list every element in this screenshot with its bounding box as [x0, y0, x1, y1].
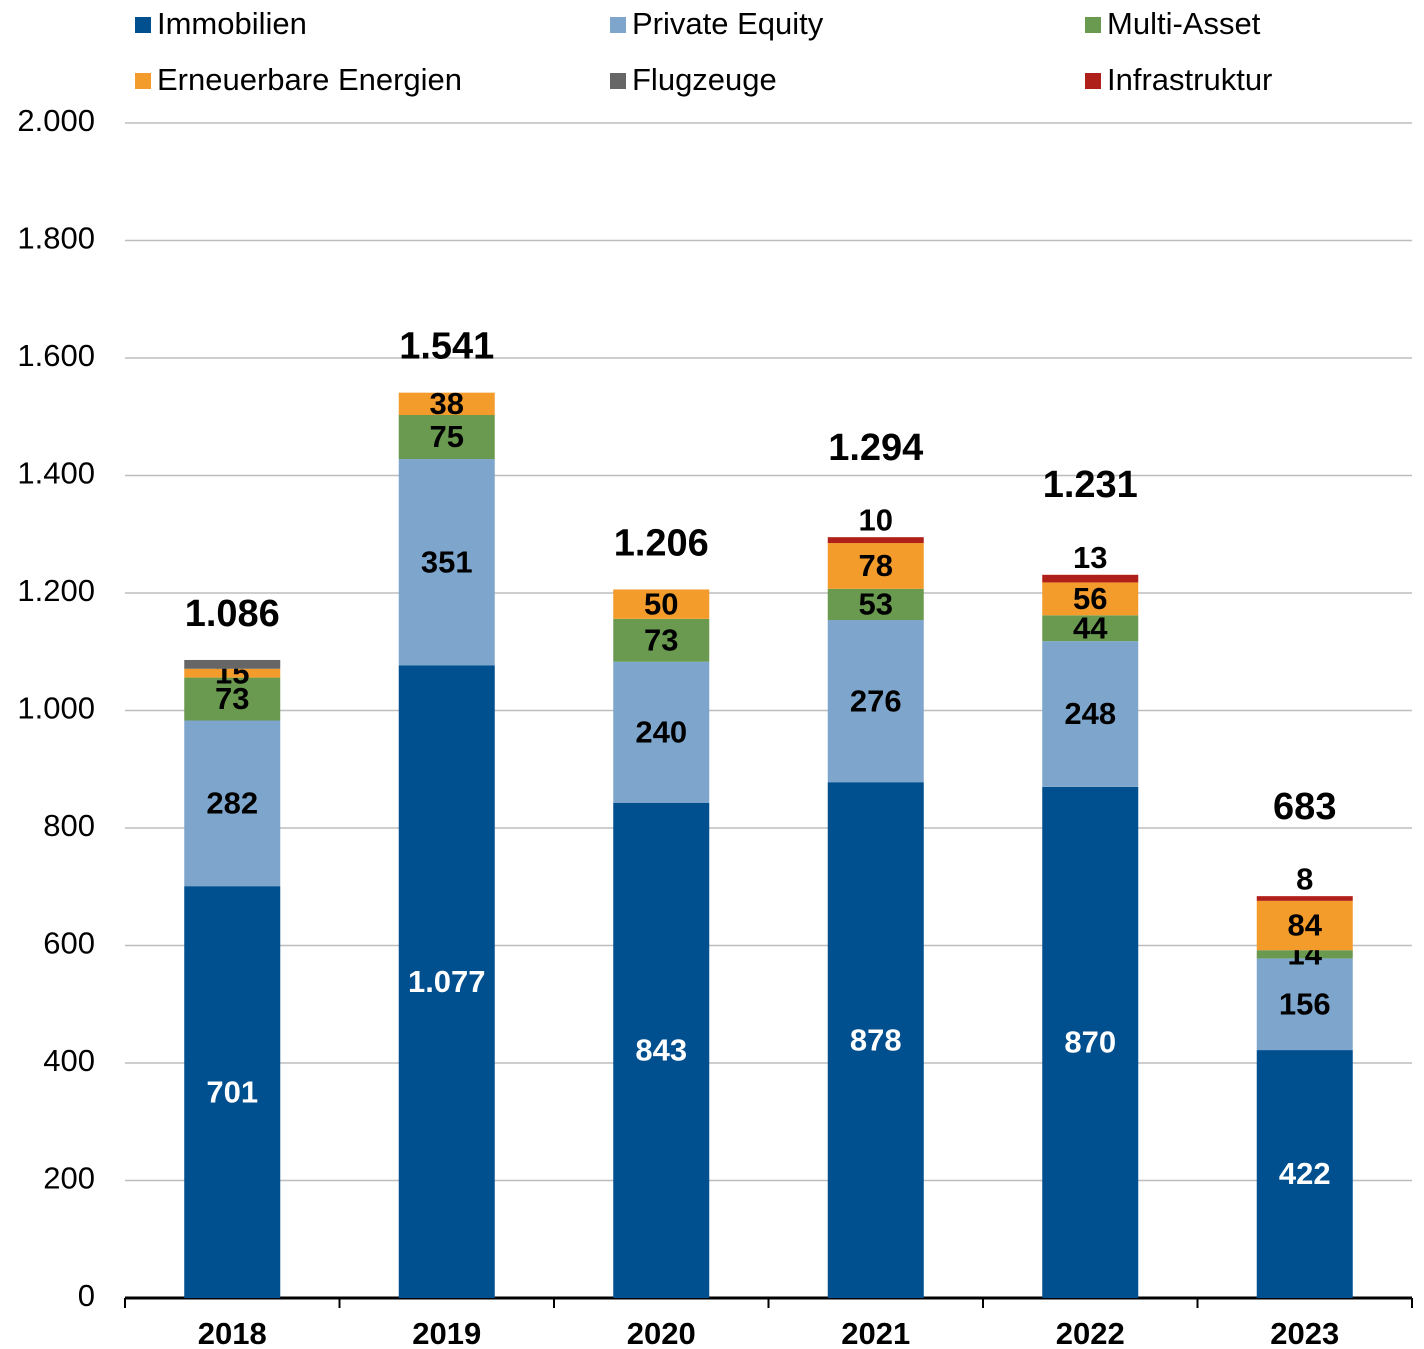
x-tick-label: 2021 [841, 1316, 910, 1349]
bar-segment [1256, 896, 1353, 901]
data-label: 50 [644, 586, 678, 621]
legend-swatch [1085, 73, 1101, 89]
legend-label: Infrastruktur [1107, 62, 1272, 97]
legend-swatch [135, 73, 151, 89]
data-label: 73 [644, 622, 678, 657]
y-tick-label: 1.000 [17, 691, 95, 726]
y-tick-label: 1.800 [17, 221, 95, 256]
bar-segment [613, 802, 710, 1298]
y-tick-label: 1.200 [17, 573, 95, 608]
bar-segment [827, 543, 924, 589]
y-tick-label: 1.400 [17, 456, 95, 491]
bar-segment [1042, 582, 1139, 616]
x-tick-label: 2023 [1270, 1316, 1339, 1349]
bar-segment [1042, 574, 1139, 583]
bar-segment [398, 459, 495, 666]
y-tick-label: 200 [43, 1161, 95, 1196]
y-tick-label: 0 [78, 1278, 95, 1313]
bar-segment [398, 414, 495, 460]
data-label: 843 [635, 1033, 687, 1068]
data-label: 156 [1279, 986, 1331, 1021]
bar-segment [827, 782, 924, 1298]
data-label: 240 [635, 714, 687, 749]
total-label: 1.086 [185, 593, 280, 635]
x-tick-label: 2020 [627, 1316, 696, 1349]
bar-segment [1042, 615, 1139, 642]
data-label: 878 [850, 1022, 902, 1057]
bar-segment [184, 659, 281, 669]
data-label: 422 [1279, 1156, 1331, 1191]
x-tick-label: 2018 [198, 1316, 267, 1349]
legend-label: Flugzeuge [632, 62, 777, 97]
data-label: 351 [421, 544, 473, 579]
data-label: 870 [1064, 1025, 1116, 1060]
y-tick-label: 600 [43, 926, 95, 961]
data-label: 75 [430, 419, 464, 454]
legend-label: Immobilien [157, 6, 307, 41]
bar-segment [613, 661, 710, 803]
bar-segment [827, 537, 924, 544]
bar-segment [1042, 786, 1139, 1298]
data-label: 276 [850, 683, 902, 718]
bar-segment [1256, 900, 1353, 951]
data-label: 78 [859, 548, 893, 583]
x-tick-label: 2019 [412, 1316, 481, 1349]
y-tick-label: 800 [43, 808, 95, 843]
data-label: 13 [1073, 540, 1107, 575]
total-label: 1.231 [1043, 464, 1138, 506]
x-tick-label: 2022 [1056, 1316, 1125, 1349]
bar-segment [1256, 1050, 1353, 1298]
data-label: 282 [206, 786, 258, 821]
data-label: 1.077 [408, 964, 486, 999]
data-label: 701 [206, 1074, 258, 1109]
bar-segment [1042, 641, 1139, 787]
bar-segment [1256, 950, 1353, 959]
data-label: 73 [215, 681, 249, 716]
bar-segment [827, 620, 924, 783]
data-label: 38 [430, 386, 464, 421]
data-label: 44 [1073, 610, 1108, 645]
bar-segment [184, 886, 281, 1298]
y-tick-label: 2.000 [17, 103, 95, 138]
total-label: 1.294 [828, 427, 923, 469]
bar-segment [613, 618, 710, 662]
y-tick-label: 400 [43, 1043, 95, 1078]
data-label: 8 [1296, 861, 1313, 896]
legend-swatch [610, 17, 626, 33]
bar-segment [827, 588, 924, 621]
total-label: 1.206 [614, 523, 709, 565]
legend-swatch [610, 73, 626, 89]
legend-label: Erneuerbare Energien [157, 62, 462, 97]
data-label: 248 [1064, 696, 1116, 731]
legend-label: Multi-Asset [1107, 6, 1261, 41]
bar-segment [184, 720, 281, 887]
bar-segment [184, 677, 281, 721]
bar-segment [398, 665, 495, 1298]
legend-label: Private Equity [632, 6, 824, 41]
data-label: 84 [1288, 908, 1323, 943]
bar-segment [1256, 958, 1353, 1051]
legend-swatch [1085, 17, 1101, 33]
legend-swatch [135, 17, 151, 33]
total-label: 1.541 [399, 326, 494, 368]
data-label: 56 [1073, 581, 1107, 616]
bar-segment [613, 589, 710, 619]
bar-segment [184, 668, 281, 678]
bar-segment [398, 392, 495, 415]
total-label: 683 [1273, 786, 1336, 828]
y-tick-label: 1.600 [17, 338, 95, 373]
data-label: 53 [859, 587, 893, 622]
data-label: 10 [859, 502, 893, 537]
